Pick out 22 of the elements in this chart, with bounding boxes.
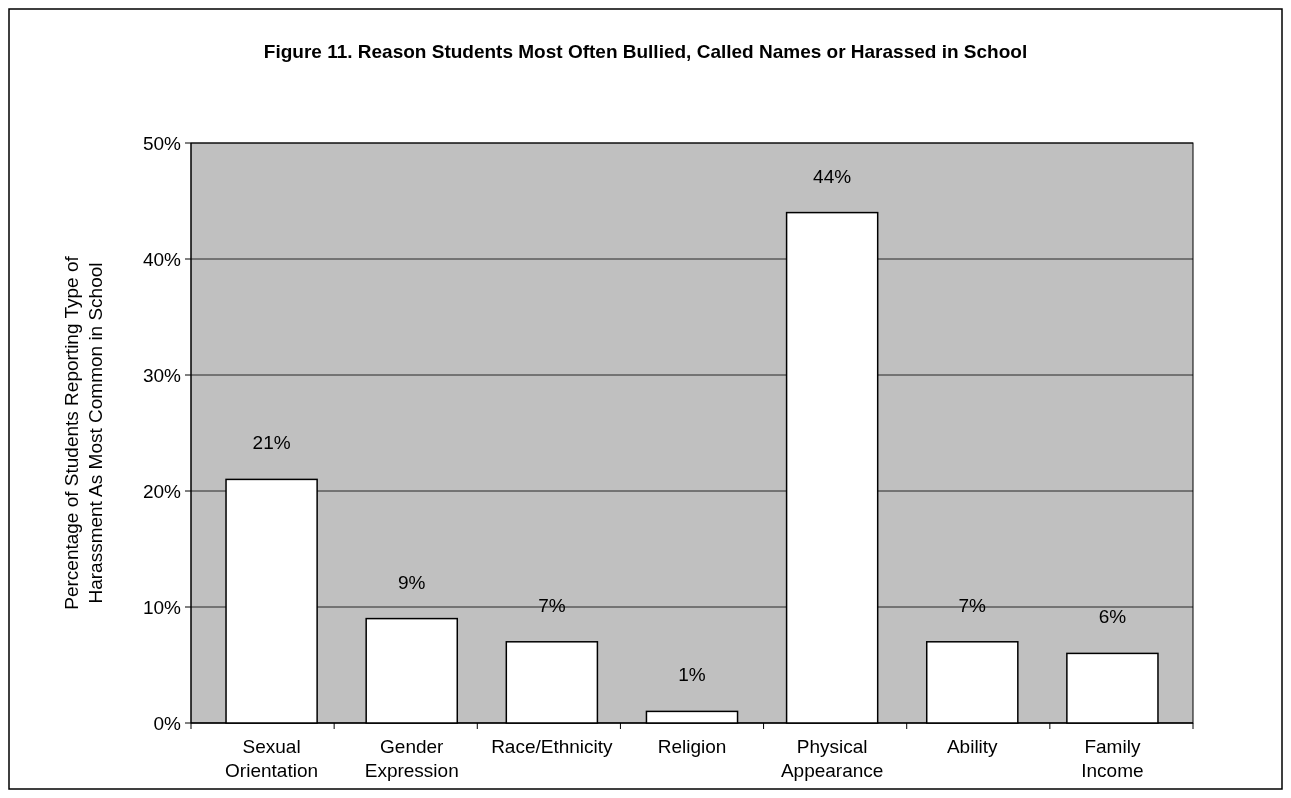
data-label: 7% — [538, 594, 566, 616]
x-tick-label: Race/Ethnicity — [491, 736, 614, 757]
y-tick-label: 50% — [142, 132, 182, 154]
x-tick-label: Sexual Orientation — [225, 736, 319, 781]
data-label: 6% — [1098, 606, 1127, 628]
data-label: 21% — [252, 432, 291, 454]
x-tick-label: Physical Appearance — [780, 736, 884, 781]
y-tick-label: 10% — [142, 596, 182, 618]
x-tick-label: Ability — [946, 736, 999, 757]
y-tick-label: 0% — [153, 712, 182, 734]
data-label: 9% — [397, 571, 426, 593]
y-tick-label: 30% — [142, 364, 182, 386]
data-label: 7% — [958, 594, 987, 616]
y-tick-label: 40% — [142, 248, 182, 270]
y-tick-label: 20% — [142, 480, 182, 502]
x-tick-label: Family Income — [1081, 736, 1144, 781]
x-tick-label: Religion — [657, 736, 727, 757]
data-label: 1% — [678, 664, 706, 686]
data-label: 44% — [813, 165, 852, 187]
x-tick-label: Gender Expression — [364, 736, 459, 781]
y-axis-title: Percentage of Students Reporting Type of Harassment As Most Common in School — [61, 255, 106, 610]
chart-title: Figure 11. Reason Students Most Often Bullied, Called Names or Harassed in School — [263, 41, 1028, 62]
